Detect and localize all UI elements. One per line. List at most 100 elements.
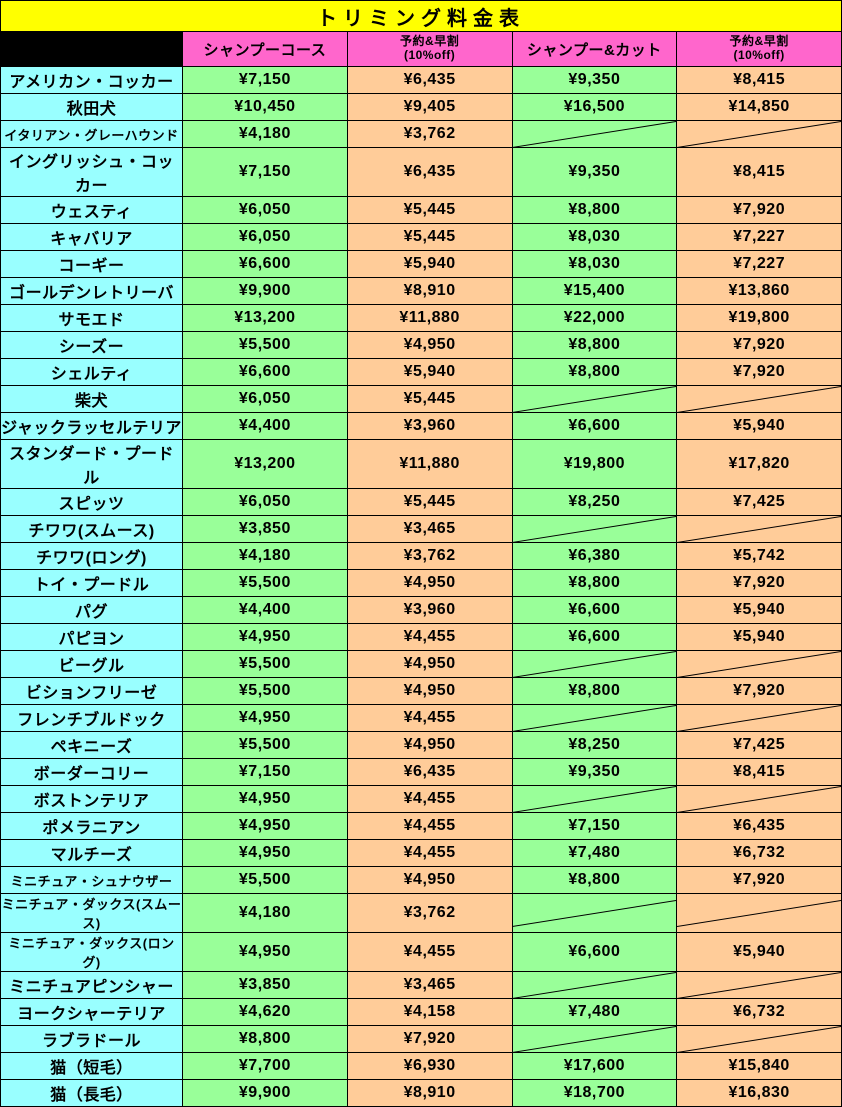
price-cell: ¥5,500 [183, 570, 348, 597]
price-cell: ¥14,850 [677, 94, 842, 121]
price-cell: ¥5,940 [347, 359, 512, 386]
price-cell: ¥5,940 [677, 933, 842, 972]
breed-cell: ミニチュア・ダックス(スムース) [1, 894, 183, 933]
breed-cell: ミニチュア・ダックス(ロング) [1, 933, 183, 972]
price-cell: ¥9,900 [183, 1080, 348, 1107]
price-cell: ¥8,030 [512, 224, 677, 251]
price-cell: ¥4,158 [347, 999, 512, 1026]
price-cell: ¥9,350 [512, 67, 677, 94]
price-cell: ¥7,150 [183, 148, 348, 197]
price-cell: ¥7,425 [677, 489, 842, 516]
price-cell: ¥8,910 [347, 278, 512, 305]
price-cell: ¥4,455 [347, 813, 512, 840]
price-cell: ¥7,700 [183, 1053, 348, 1080]
price-cell: ¥5,445 [347, 489, 512, 516]
price-cell [677, 516, 842, 543]
price-cell: ¥8,910 [347, 1080, 512, 1107]
price-cell [512, 786, 677, 813]
price-cell: ¥6,435 [677, 813, 842, 840]
header-cut: シャンプー&カット [512, 32, 677, 67]
price-cell: ¥5,940 [677, 597, 842, 624]
price-cell: ¥6,600 [183, 359, 348, 386]
price-cell: ¥3,465 [347, 972, 512, 999]
price-cell: ¥8,800 [512, 197, 677, 224]
breed-cell: ミニチュア・シュナウザー [1, 867, 183, 894]
price-cell: ¥8,415 [677, 148, 842, 197]
price-cell [677, 894, 842, 933]
breed-cell: ボーダーコリー [1, 759, 183, 786]
price-cell: ¥7,920 [677, 359, 842, 386]
price-cell: ¥7,920 [677, 678, 842, 705]
price-cell [512, 705, 677, 732]
price-cell: ¥3,960 [347, 597, 512, 624]
header-shampoo-off: 予約&早割(10%off) [347, 32, 512, 67]
price-cell: ¥6,380 [512, 543, 677, 570]
breed-cell: ポメラニアン [1, 813, 183, 840]
price-cell: ¥4,455 [347, 933, 512, 972]
price-cell: ¥4,620 [183, 999, 348, 1026]
price-cell: ¥9,900 [183, 278, 348, 305]
price-cell: ¥3,850 [183, 516, 348, 543]
price-cell: ¥3,762 [347, 894, 512, 933]
price-cell: ¥6,600 [512, 624, 677, 651]
price-cell: ¥8,800 [512, 570, 677, 597]
header-blank [1, 32, 183, 67]
price-cell [512, 651, 677, 678]
breed-cell: スタンダード・プードル [1, 440, 183, 489]
price-cell: ¥6,930 [347, 1053, 512, 1080]
price-cell: ¥17,820 [677, 440, 842, 489]
breed-cell: 柴犬 [1, 386, 183, 413]
price-cell [677, 972, 842, 999]
breed-cell: チワワ(ロング) [1, 543, 183, 570]
price-cell: ¥18,700 [512, 1080, 677, 1107]
price-cell: ¥6,435 [347, 67, 512, 94]
header-cut-off: 予約&早割(10%off) [677, 32, 842, 67]
price-cell: ¥9,350 [512, 148, 677, 197]
breed-cell: 秋田犬 [1, 94, 183, 121]
price-cell [677, 705, 842, 732]
price-cell: ¥4,950 [347, 732, 512, 759]
breed-cell: パピヨン [1, 624, 183, 651]
price-cell: ¥7,480 [512, 999, 677, 1026]
price-cell: ¥5,500 [183, 332, 348, 359]
price-cell: ¥4,400 [183, 597, 348, 624]
price-cell [677, 1026, 842, 1053]
price-cell: ¥6,600 [512, 413, 677, 440]
price-cell: ¥3,960 [347, 413, 512, 440]
price-cell: ¥7,425 [677, 732, 842, 759]
price-cell [512, 1026, 677, 1053]
price-cell: ¥10,450 [183, 94, 348, 121]
breed-cell: シーズー [1, 332, 183, 359]
breed-cell: ボストンテリア [1, 786, 183, 813]
price-cell: ¥5,445 [347, 224, 512, 251]
price-cell: ¥7,150 [183, 759, 348, 786]
breed-cell: チワワ(スムース) [1, 516, 183, 543]
price-cell: ¥4,950 [347, 651, 512, 678]
price-table-container: トリミング料金表シャンプーコース予約&早割(10%off)シャンプー&カット予約… [0, 0, 842, 1107]
price-cell: ¥5,940 [347, 251, 512, 278]
price-cell: ¥6,050 [183, 386, 348, 413]
breed-cell: パグ [1, 597, 183, 624]
price-cell: ¥4,950 [183, 840, 348, 867]
price-cell [512, 894, 677, 933]
price-cell: ¥5,500 [183, 732, 348, 759]
breed-cell: ビションフリーゼ [1, 678, 183, 705]
price-cell: ¥5,445 [347, 386, 512, 413]
price-cell: ¥4,950 [183, 624, 348, 651]
breed-cell: マルチーズ [1, 840, 183, 867]
price-cell: ¥4,455 [347, 624, 512, 651]
price-cell: ¥5,940 [677, 624, 842, 651]
price-cell: ¥3,762 [347, 121, 512, 148]
price-cell: ¥5,500 [183, 867, 348, 894]
price-cell: ¥8,800 [512, 332, 677, 359]
breed-cell: サモエド [1, 305, 183, 332]
price-cell: ¥16,830 [677, 1080, 842, 1107]
price-cell: ¥6,050 [183, 197, 348, 224]
price-cell: ¥6,050 [183, 489, 348, 516]
price-cell: ¥4,455 [347, 840, 512, 867]
price-cell: ¥4,950 [183, 933, 348, 972]
price-cell [677, 386, 842, 413]
price-cell: ¥4,950 [183, 813, 348, 840]
price-cell: ¥8,415 [677, 67, 842, 94]
price-cell: ¥22,000 [512, 305, 677, 332]
